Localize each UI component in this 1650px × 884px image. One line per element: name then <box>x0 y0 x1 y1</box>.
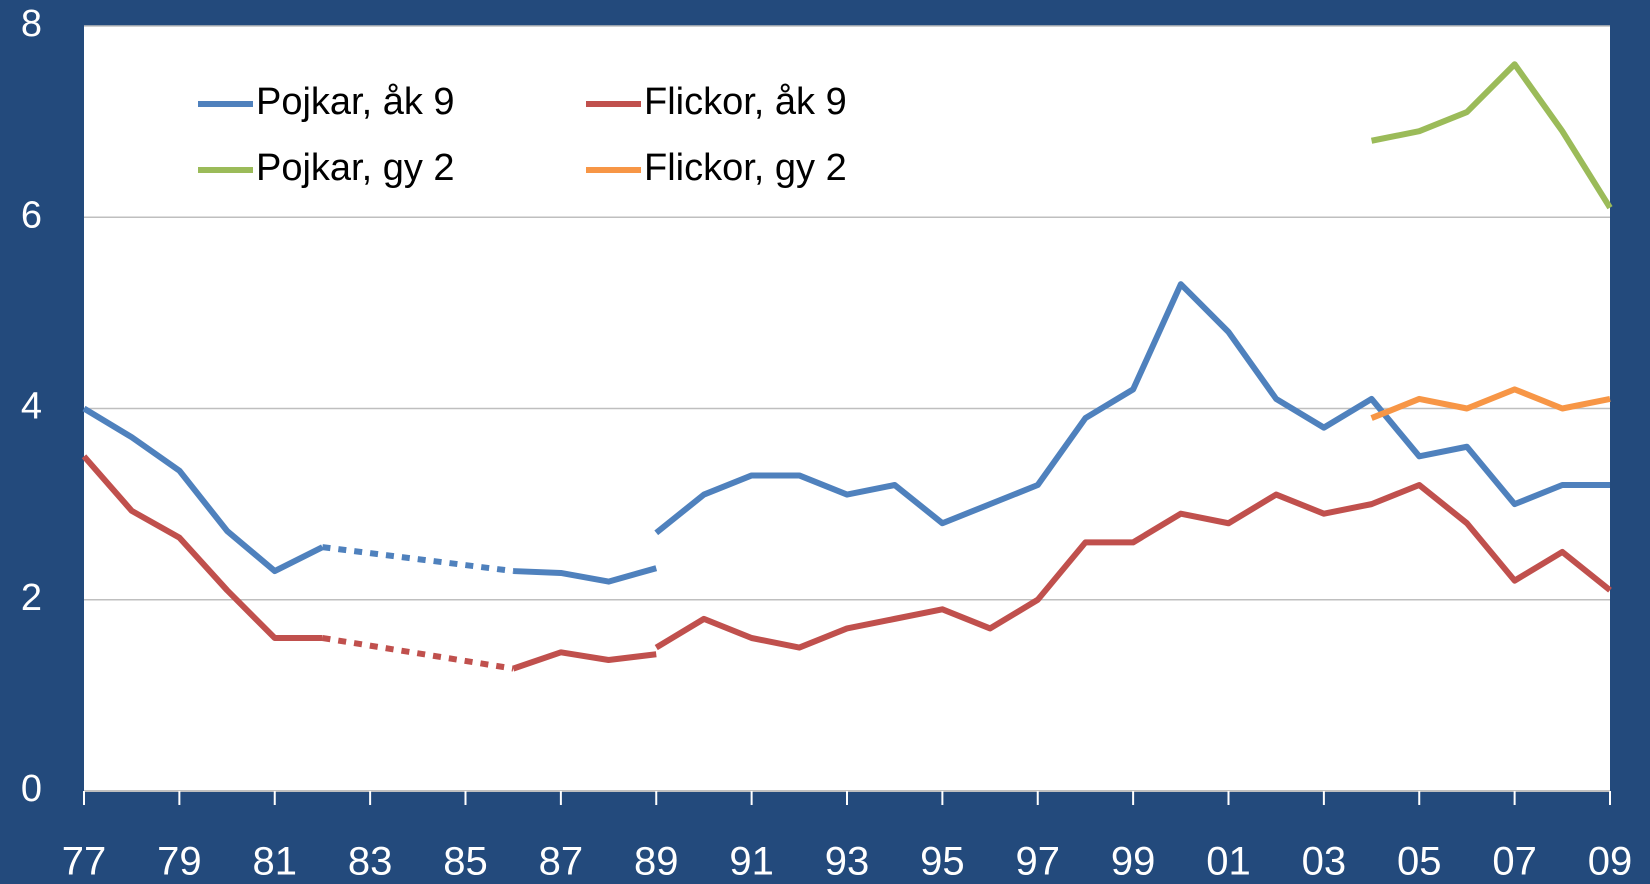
legend-label: Flickor, gy 2 <box>644 147 847 189</box>
x-tick-label: 09 <box>1588 840 1633 884</box>
x-tick-label: 95 <box>920 840 965 884</box>
line <box>654 482 1612 651</box>
x-tick-label: 85 <box>443 840 488 884</box>
line <box>654 281 1610 536</box>
x-tick-label: 77 <box>62 840 107 884</box>
dotted-line <box>322 544 514 575</box>
x-tick-label: 83 <box>348 840 393 884</box>
x-tick-label: 89 <box>634 840 679 884</box>
y-tick-label: 8 <box>21 3 42 45</box>
line <box>512 649 657 672</box>
line <box>513 565 658 585</box>
legend-label: Pojkar, gy 2 <box>256 147 455 189</box>
x-tick-label: 91 <box>729 840 774 884</box>
x-tick-label: 01 <box>1206 840 1251 884</box>
x-tick-label: 93 <box>825 840 870 884</box>
line <box>1370 386 1611 421</box>
y-tick-label: 4 <box>21 386 42 428</box>
line <box>81 454 323 641</box>
x-tick-label: 05 <box>1397 840 1442 884</box>
x-tick-label: 03 <box>1302 840 1347 884</box>
legend-label: Flickor, åk 9 <box>644 81 847 123</box>
y-tick-label: 2 <box>21 577 42 619</box>
y-tick-label: 0 <box>21 768 42 810</box>
line <box>82 405 324 575</box>
x-tick-label: 87 <box>539 840 584 884</box>
dotted-line <box>321 635 514 672</box>
x-tick-label: 79 <box>157 840 202 884</box>
y-tick-label: 6 <box>21 194 42 236</box>
line <box>1370 61 1613 210</box>
x-tick-label: 97 <box>1016 840 1061 884</box>
x-tick-label: 81 <box>253 840 298 884</box>
x-tick-label: 99 <box>1111 840 1156 884</box>
legend-label: Pojkar, åk 9 <box>256 81 455 123</box>
x-tick-label: 07 <box>1492 840 1537 884</box>
